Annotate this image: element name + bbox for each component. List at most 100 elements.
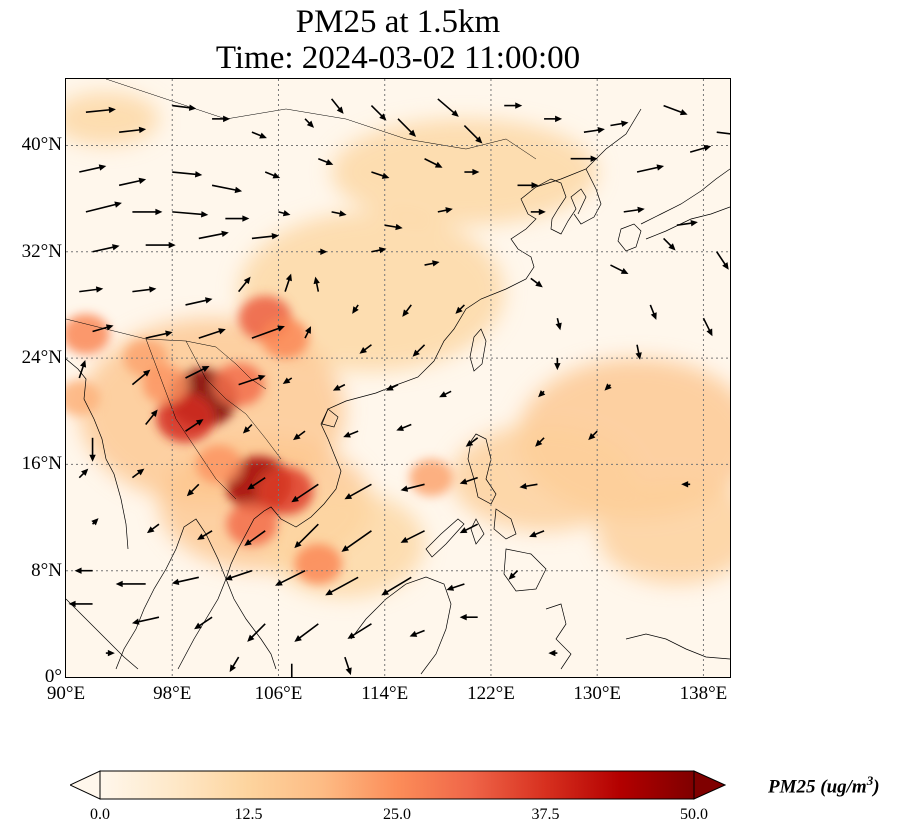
wind-arrow [79, 164, 107, 173]
wind-arrow [131, 369, 151, 386]
map-canvas [66, 79, 730, 677]
coastline-sumatra [66, 598, 139, 670]
wind-arrow [508, 570, 519, 580]
wind-arrow [146, 523, 160, 534]
longitude-tick-label: 90°E [46, 683, 86, 704]
pm25-region [451, 424, 638, 531]
wind-arrow [119, 126, 147, 134]
pm25-background-layer [66, 92, 730, 598]
wind-arrow [716, 131, 730, 135]
wind-arrow [238, 374, 266, 386]
wind-arrow [74, 567, 93, 574]
wind-arrow [463, 124, 483, 144]
longitude-tick-label: 122°E [467, 683, 515, 704]
coastline-layer [66, 79, 730, 675]
wind-arrow [171, 576, 199, 585]
wind-arrow [318, 248, 328, 255]
coastline-sulawesi [545, 603, 572, 670]
wind-arrow [610, 120, 629, 127]
pm25-hotspot [226, 502, 278, 546]
pm25-hotspot [261, 317, 309, 359]
graticule [66, 79, 730, 677]
colorbar-tick-label: 25.0 [383, 806, 411, 823]
wind-arrow [264, 171, 281, 179]
wind-arrow [548, 649, 558, 657]
wind-arrow [371, 171, 390, 179]
map-title-line-2: Time: 2024-03-02 11:00:00 [215, 40, 581, 76]
wind-arrow [702, 317, 713, 337]
latitude-tick-label: 8°N [31, 559, 62, 581]
wind-arrow [344, 483, 372, 500]
wind-arrow [371, 246, 387, 254]
wind-arrow [131, 616, 160, 625]
coastline-new-guinea [625, 633, 730, 660]
wind-arrow [92, 244, 120, 253]
longitude-tick-label: 114°E [361, 683, 409, 704]
wind-arrow [251, 233, 279, 240]
wind-arrow [89, 437, 96, 462]
wind-arrow [294, 623, 319, 642]
wind-arrow [396, 423, 412, 431]
wind-arrow [332, 383, 346, 391]
latitude-tick-label: 0° [44, 666, 62, 687]
wind-arrow [282, 377, 293, 384]
wind-arrow [555, 318, 562, 331]
wind-arrow [689, 144, 712, 153]
wind-arrow [409, 629, 425, 637]
wind-arrow [229, 656, 240, 673]
longitude-tick-label: 106°E [254, 683, 303, 704]
wind-arrow [172, 104, 197, 111]
wind-arrow [78, 360, 87, 379]
wind-arrow [244, 530, 266, 546]
wind-arrow [211, 184, 243, 194]
wind-arrow [198, 328, 226, 339]
pm25-hotspot [256, 466, 314, 515]
wind-arrow [284, 273, 292, 292]
wind-arrow [185, 419, 204, 432]
wind-arrow [341, 530, 372, 552]
wind-arrow [198, 230, 229, 240]
wind-arrow [437, 98, 459, 117]
wind-arrow [251, 325, 285, 339]
wind-arrow [242, 423, 253, 434]
wind-arrow [384, 223, 403, 231]
latitude-tick-label: 24°N [21, 347, 62, 369]
wind-arrow [676, 219, 698, 227]
wind-arrow [330, 98, 344, 114]
latitude-tick-label: 32°N [21, 240, 62, 262]
wind-arrow [278, 210, 291, 217]
coastline-japan-kyushu [617, 223, 642, 252]
coastline-hainan [321, 408, 339, 428]
wind-arrow [439, 390, 452, 398]
wind-arrow [437, 207, 453, 214]
wind-arrow [186, 483, 200, 497]
wind-arrow [131, 468, 145, 479]
wind-arrow [446, 583, 465, 591]
wind-arrow [530, 277, 543, 288]
wind-arrow [554, 358, 561, 371]
wind-arrow [344, 656, 352, 676]
wind-arrow [85, 201, 122, 213]
colorbar-tick-label: 0.0 [90, 806, 110, 823]
wind-arrow [530, 208, 546, 216]
coastline-visayas [470, 508, 517, 545]
coastline-east-asia [225, 108, 642, 670]
wind-arrow [386, 383, 399, 391]
wind-arrow [290, 663, 293, 677]
longitude-tick-label: 138°E [679, 683, 728, 704]
wind-arrow [663, 237, 676, 251]
border-line [145, 338, 237, 500]
colorbar-extend-max [693, 770, 726, 800]
wind-arrow [681, 481, 691, 488]
wind-arrow [294, 523, 319, 549]
wind-arrow [132, 208, 163, 216]
wind-arrow [588, 430, 598, 441]
wind-arrow [402, 304, 412, 317]
map-title-line-1: PM25 at 1.5km [295, 4, 501, 40]
wind-arrow [247, 623, 266, 642]
wind-arrow [172, 211, 209, 218]
wind-arrow [583, 126, 605, 134]
colorbar-tick-label: 37.5 [531, 806, 560, 823]
wind-arrow [623, 206, 645, 214]
wind-arrow [225, 215, 250, 222]
